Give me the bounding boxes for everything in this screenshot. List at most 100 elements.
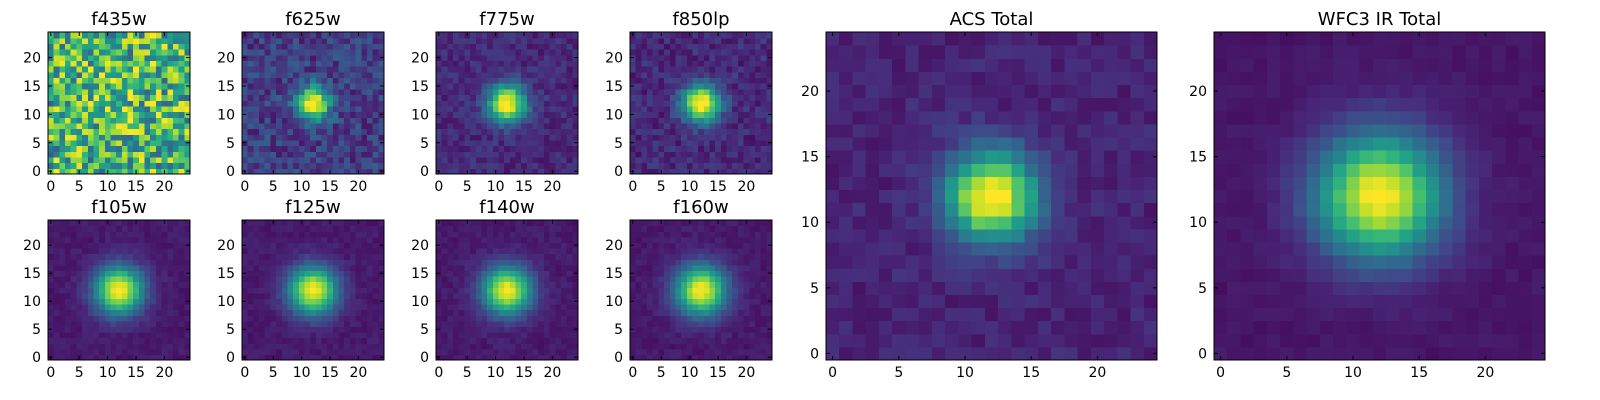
heatmap-cell — [760, 156, 767, 164]
heatmap-cell — [327, 43, 334, 50]
heatmap-cell — [441, 77, 448, 84]
heatmap-cell — [681, 66, 688, 73]
heatmap-cell — [509, 49, 517, 56]
heatmap-cell — [1090, 97, 1105, 112]
heatmap-cell — [675, 145, 682, 152]
heatmap-cell — [155, 343, 163, 350]
heatmap-cell — [681, 117, 688, 124]
heatmap-cell — [905, 255, 920, 269]
heatmap-cell — [48, 225, 55, 232]
heatmap-cell — [349, 122, 357, 130]
heatmap-cell — [760, 88, 767, 96]
heatmap-cell — [715, 117, 722, 124]
heatmap-cell — [344, 134, 351, 141]
heatmap-cell — [378, 94, 385, 101]
heatmap-cell — [310, 134, 317, 141]
heatmap-cell — [641, 134, 648, 141]
heatmap-cell — [332, 117, 340, 124]
heatmap-cell — [1293, 97, 1308, 112]
heatmap-cell — [945, 189, 959, 204]
heatmap-cell — [242, 156, 249, 164]
heatmap-cell — [1240, 71, 1255, 86]
heatmap-cell — [1280, 320, 1295, 335]
heatmap-cell — [172, 66, 180, 73]
heatmap-cell — [315, 337, 323, 344]
heatmap-cell — [93, 337, 100, 344]
heatmap-cell — [1319, 255, 1334, 269]
heatmap-cell — [436, 151, 443, 158]
heatmap-cell — [487, 77, 494, 84]
heatmap-cell — [447, 83, 454, 90]
heatmap-cell — [82, 281, 89, 288]
heatmap-cell — [138, 276, 146, 283]
heatmap-cell — [53, 348, 60, 355]
heatmap-cell — [1386, 136, 1400, 151]
heatmap-cell — [161, 162, 168, 169]
heatmap-cell — [184, 292, 191, 299]
heatmap-cell — [698, 134, 705, 141]
heatmap-cell — [104, 225, 112, 232]
heatmap-cell — [287, 54, 294, 61]
heatmap-cell — [1117, 189, 1132, 204]
heatmap-cell — [971, 45, 986, 59]
heatmap-cell — [475, 49, 483, 56]
heatmap-cell — [270, 332, 277, 339]
heatmap-cell — [560, 156, 568, 164]
heatmap-cell — [1346, 58, 1361, 72]
heatmap-cell — [53, 287, 60, 294]
heatmap-cell — [99, 156, 106, 164]
heatmap-cell — [1293, 71, 1308, 86]
heatmap-cell — [264, 49, 271, 56]
heatmap-cell — [532, 94, 539, 101]
x-tick-label: 20 — [738, 179, 756, 195]
heatmap-cell — [1090, 281, 1105, 295]
heatmap-cell — [635, 117, 642, 124]
heatmap-cell — [304, 287, 311, 294]
heatmap-cell — [315, 105, 323, 113]
heatmap-cell — [104, 139, 112, 147]
heatmap-cell — [652, 145, 659, 152]
heatmap-cell — [641, 128, 648, 135]
heatmap-cell — [161, 145, 168, 152]
heatmap-cell — [1425, 84, 1440, 99]
heatmap-cell — [686, 94, 694, 101]
heatmap-cell — [1117, 294, 1132, 309]
heatmap-cell — [521, 139, 528, 147]
heatmap-cell — [93, 111, 100, 118]
heatmap-cell — [436, 128, 443, 135]
heatmap-cell — [338, 37, 345, 44]
heatmap-cell — [104, 117, 112, 124]
heatmap-cell — [521, 71, 528, 79]
heatmap-cell — [737, 66, 745, 73]
heatmap-cell — [681, 54, 688, 61]
heatmap-cell — [1359, 202, 1374, 217]
heatmap-cell — [1227, 136, 1242, 151]
heatmap-cell — [361, 105, 368, 113]
heatmap-cell — [76, 139, 83, 147]
heatmap-cell — [287, 71, 294, 79]
heatmap-cell — [675, 139, 682, 147]
heatmap-cell — [104, 292, 112, 299]
heatmap-cell — [1531, 84, 1546, 99]
heatmap-cell — [1293, 32, 1308, 46]
heatmap-cell — [287, 315, 294, 322]
heatmap-cell — [1253, 228, 1268, 243]
heatmap-cell — [264, 304, 271, 311]
heatmap-cell — [1024, 58, 1039, 72]
heatmap-cell — [749, 71, 756, 79]
heatmap-cell — [276, 145, 283, 152]
heatmap-cell — [184, 60, 191, 67]
heatmap-cell — [93, 242, 100, 249]
heatmap-cell — [82, 320, 89, 327]
heatmap-cell — [378, 66, 385, 73]
heatmap-cell — [464, 77, 471, 84]
heatmap-cell — [264, 111, 271, 118]
heatmap-cell — [971, 320, 986, 335]
heatmap-cell — [1319, 97, 1334, 112]
heatmap-cell — [172, 225, 180, 232]
heatmap-cell — [76, 292, 83, 299]
heatmap-cell — [1130, 333, 1145, 348]
heatmap-cell — [1117, 307, 1132, 322]
heatmap-cell — [692, 77, 699, 84]
heatmap-cell — [1051, 346, 1065, 361]
